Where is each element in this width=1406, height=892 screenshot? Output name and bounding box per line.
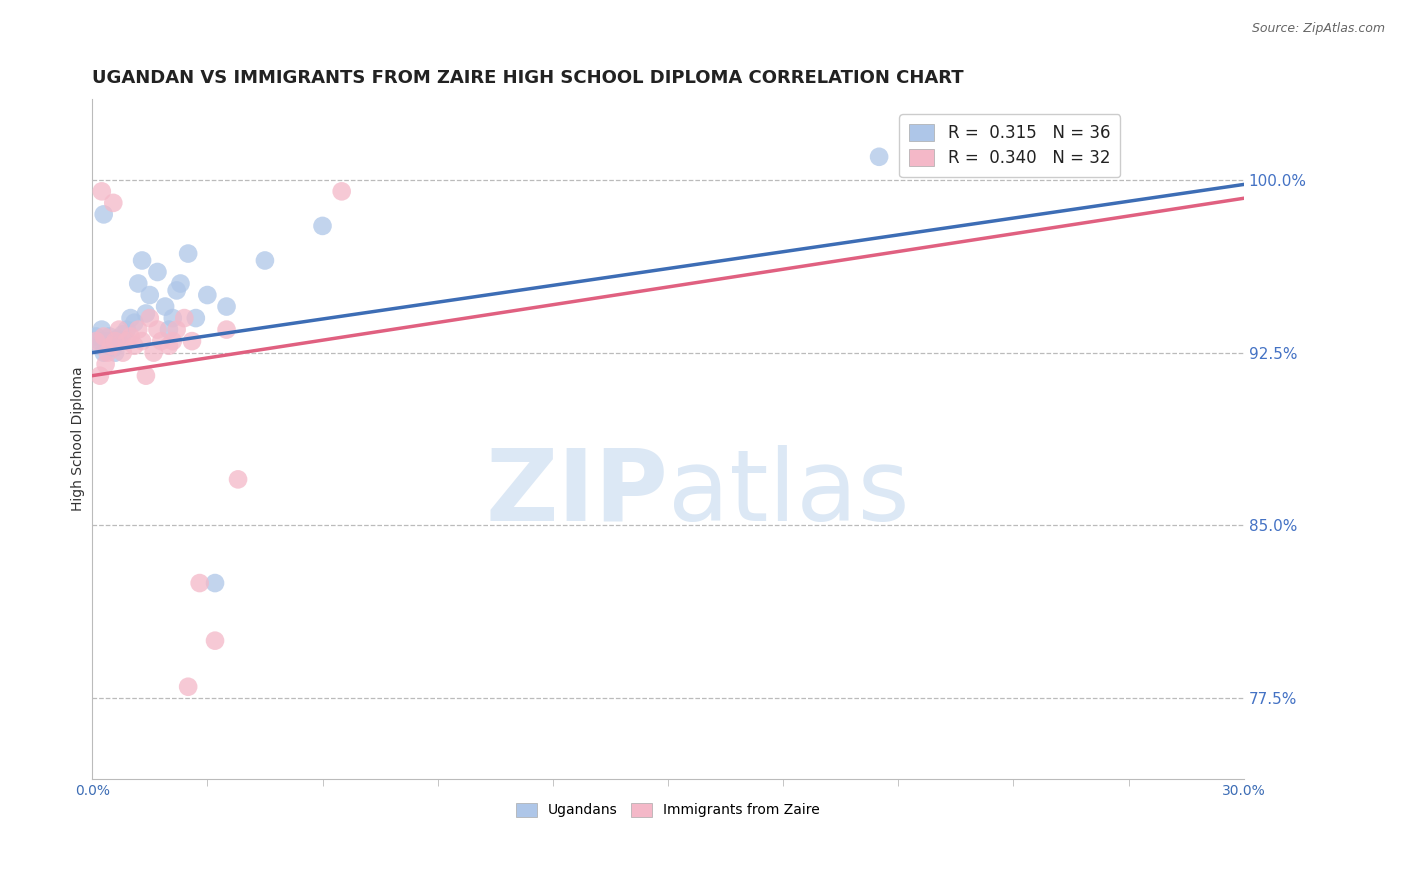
Point [100,334,122,348]
Point [93,329,115,343]
Point [177,680,200,694]
Point [173,311,195,326]
Point [100,339,122,353]
Point [253,253,276,268]
Point [94,357,117,371]
Point [166,323,188,337]
Point [131,253,153,268]
Point [105,332,128,346]
Point [103,195,125,210]
Point [84,334,107,348]
Point [89,368,111,383]
Text: Source: ZipAtlas.com: Source: ZipAtlas.com [1251,22,1385,36]
Point [157,339,180,353]
Point [166,284,188,298]
Point [215,300,238,314]
Point [108,334,131,348]
Point [184,311,207,326]
Point [188,576,211,591]
Point [311,219,333,233]
Point [162,311,184,326]
Point [150,334,173,348]
Point [139,288,162,302]
Point [204,576,226,591]
Point [142,345,165,359]
Text: atlas: atlas [668,445,910,542]
Text: ZIP: ZIP [485,445,668,542]
Point [93,345,115,359]
Point [104,334,127,348]
Point [146,265,169,279]
Point [131,334,153,348]
Point [215,323,238,337]
Point [146,323,169,337]
Point [108,323,131,337]
Point [204,633,226,648]
Point [90,185,112,199]
Point [157,323,180,337]
Text: UGANDAN VS IMMIGRANTS FROM ZAIRE HIGH SCHOOL DIPLOMA CORRELATION CHART: UGANDAN VS IMMIGRANTS FROM ZAIRE HIGH SC… [93,69,963,87]
Point [169,277,191,291]
Point [120,311,142,326]
Point [94,334,117,348]
Point [98,329,121,343]
Point [135,368,157,383]
Point [330,185,353,199]
Point [111,345,134,359]
Legend: Ugandans, Immigrants from Zaire: Ugandans, Immigrants from Zaire [510,797,825,823]
Y-axis label: High School Diploma: High School Diploma [72,367,86,511]
Point [127,277,149,291]
Point [124,339,146,353]
Point [139,311,162,326]
Point [124,316,146,330]
Point [153,300,176,314]
Point [868,150,890,164]
Point [103,341,125,355]
Point [135,306,157,320]
Point [195,288,218,302]
Point [177,246,200,260]
Point [120,329,142,343]
Point [115,334,138,348]
Point [181,334,204,348]
Point [96,345,118,359]
Point [162,334,184,348]
Point [127,323,149,337]
Point [89,334,111,348]
Point [115,323,138,337]
Point [84,329,107,343]
Point [96,339,118,353]
Point [226,472,249,486]
Point [104,345,127,359]
Point [87,339,110,353]
Point [93,207,115,221]
Point [90,323,112,337]
Point [111,327,134,342]
